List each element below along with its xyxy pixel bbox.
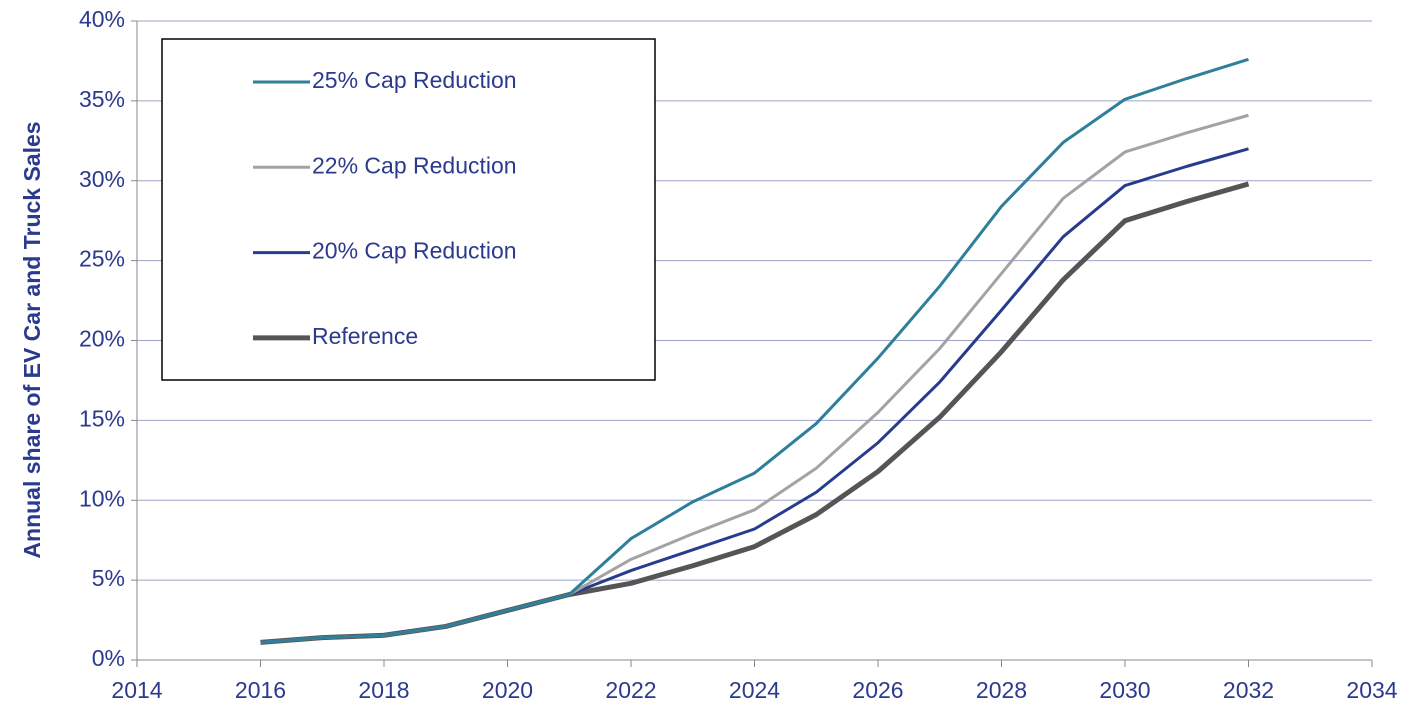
y-tick-label: 5% bbox=[92, 565, 125, 591]
y-tick-label: 25% bbox=[79, 246, 125, 272]
legend-label: 20% Cap Reduction bbox=[312, 238, 517, 264]
x-tick-label: 2016 bbox=[235, 677, 286, 703]
y-tick-label: 35% bbox=[79, 86, 125, 112]
y-tick-label: 0% bbox=[92, 645, 125, 671]
x-tick-label: 2034 bbox=[1346, 677, 1397, 703]
x-tick-label: 2020 bbox=[482, 677, 533, 703]
y-tick-label: 10% bbox=[79, 485, 125, 511]
x-tick-label: 2022 bbox=[605, 677, 656, 703]
legend-label: Reference bbox=[312, 323, 418, 349]
y-tick-label: 40% bbox=[79, 6, 125, 32]
legend-box bbox=[161, 38, 656, 381]
series-line bbox=[260, 57, 1249, 644]
y-tick-label: 15% bbox=[79, 405, 125, 431]
y-axis-label: Annual share of EV Car and Truck Sales bbox=[19, 121, 45, 558]
x-tick-label: 2018 bbox=[358, 677, 409, 703]
y-tick-label: 20% bbox=[79, 326, 125, 352]
legend-label: 22% Cap Reduction bbox=[312, 152, 517, 178]
legend-label: 25% Cap Reduction bbox=[312, 67, 517, 93]
x-tick-label: 2026 bbox=[852, 677, 903, 703]
x-tick-label: 2030 bbox=[1099, 677, 1150, 703]
y-tick-label: 30% bbox=[79, 166, 125, 192]
x-tick-label: 2028 bbox=[976, 677, 1027, 703]
x-tick-label: 2032 bbox=[1223, 677, 1274, 703]
x-tick-label: 2014 bbox=[111, 677, 162, 703]
x-tick-label: 2024 bbox=[729, 677, 780, 703]
